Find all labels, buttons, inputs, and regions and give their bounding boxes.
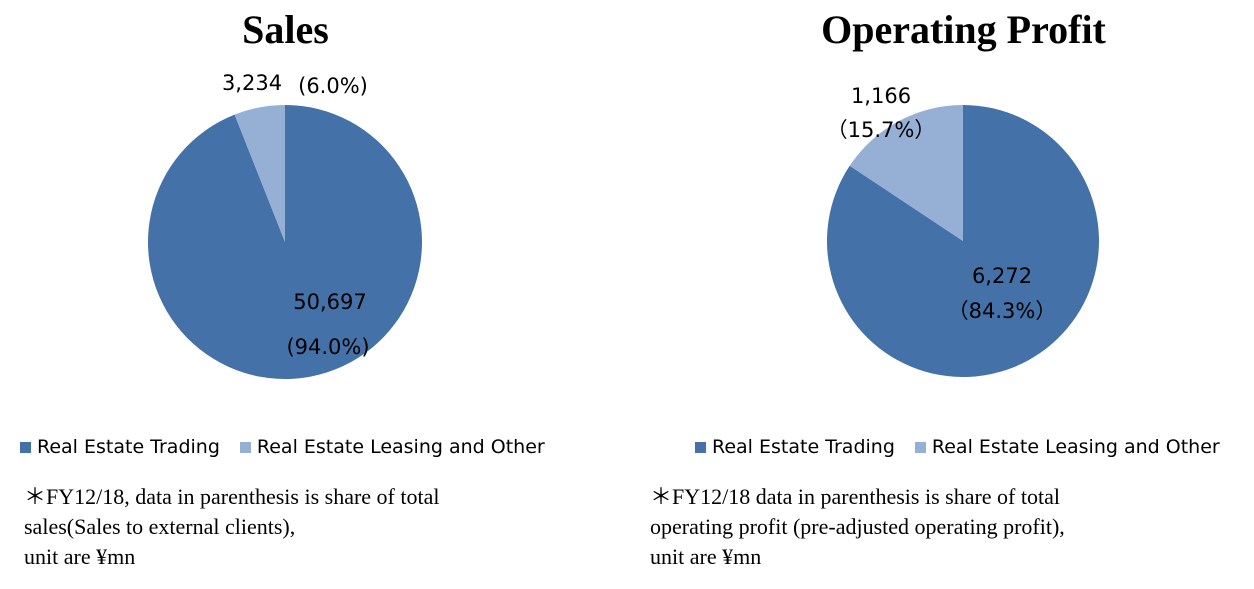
- op-legend-item-leasing: Real Estate Leasing and Other: [914, 436, 1220, 458]
- sales-legend-label-leasing: Real Estate Leasing and Other: [256, 436, 545, 458]
- sales-legend-item-leasing: Real Estate Leasing and Other: [239, 436, 545, 458]
- leasing-color-swatch: [914, 441, 926, 453]
- sales-legend-label-trading: Real Estate Trading: [37, 436, 220, 458]
- op-trading-value-label: 6,272: [972, 264, 1032, 288]
- sales-legend-item-trading: Real Estate Trading: [20, 436, 220, 458]
- sales-footnote-line: sales(Sales to external clients),: [24, 514, 296, 539]
- sales-footnote: ＊FY12/18, data in parenthesis is share o…: [24, 482, 439, 572]
- op-footnote-line: operating profit (pre-adjusted operating…: [650, 514, 1065, 539]
- op-footnote-line: unit are ¥mn: [650, 544, 762, 569]
- operating-profit-pie-chart: 6,272 （84.3%） 1,166 （15.7%）: [827, 84, 1099, 377]
- sales-trading-share-label: (94.0%): [286, 335, 369, 359]
- operating-profit-legend: Real Estate Trading Real Estate Leasing …: [695, 434, 1240, 460]
- sales-leasing-share-label: (6.0%): [298, 74, 368, 98]
- sales-footnote-line: ＊FY12/18, data in parenthesis is share o…: [24, 484, 440, 509]
- op-footnote-line: ＊FY12/18 data in parenthesis is share of…: [650, 484, 1060, 509]
- sales-footnote-line: unit are ¥mn: [24, 544, 136, 569]
- op-leasing-share-label: （15.7%）: [827, 118, 936, 142]
- sales-leasing-value-label: 3,234: [222, 71, 282, 95]
- sales-title: Sales: [242, 7, 329, 52]
- op-legend-label-trading: Real Estate Trading: [712, 436, 895, 458]
- sales-trading-value-label: 50,697: [293, 290, 366, 314]
- op-legend-item-trading: Real Estate Trading: [695, 436, 895, 458]
- trading-color-swatch: [695, 441, 706, 453]
- operating-profit-panel: Operating Profit 6,272 （84.3%） 1,166 （15…: [627, 0, 1254, 589]
- op-trading-share-label: （84.3%）: [948, 299, 1057, 323]
- leasing-color-swatch: [239, 441, 251, 453]
- op-slice-leasing: [849, 105, 963, 241]
- sales-pie-chart: 50,697 (94.0%) 3,234 (6.0%): [147, 71, 423, 380]
- operating-profit-footnote: ＊FY12/18 data in parenthesis is share of…: [650, 482, 1065, 572]
- op-legend-label-leasing: Real Estate Leasing and Other: [931, 436, 1220, 458]
- sales-slice-trading: [147, 105, 423, 380]
- sales-legend: Real Estate Trading Real Estate Leasing …: [20, 434, 565, 460]
- sales-panel: Sales 50,697 (94.0%) 3,234 (6.0%) Real E…: [20, 7, 565, 572]
- op-leasing-value-label: 1,166: [851, 84, 911, 108]
- operating-profit-title: Operating Profit: [821, 7, 1106, 52]
- sales-slice-leasing: [234, 105, 285, 242]
- trading-color-swatch: [20, 441, 31, 453]
